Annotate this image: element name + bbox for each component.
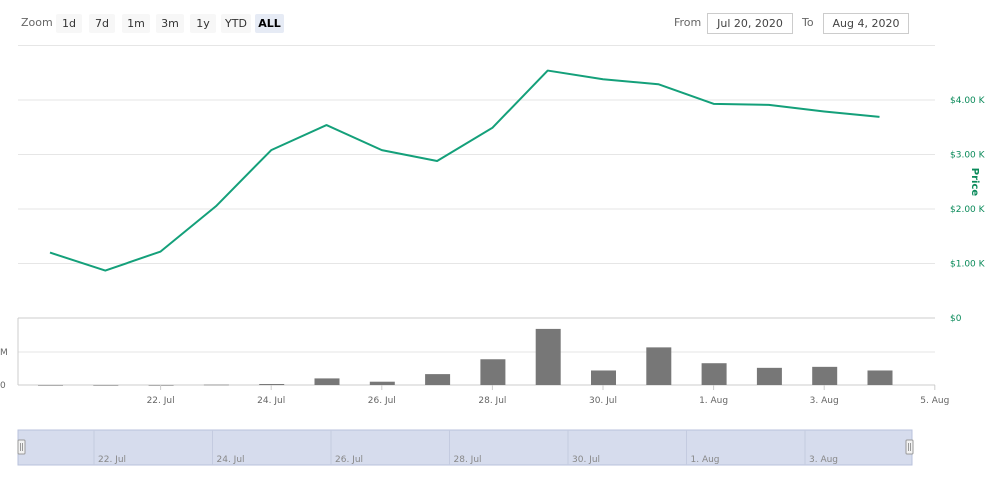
price-axis-tick: $4.00 K [950, 96, 986, 106]
x-axis-tick: 3. Aug [810, 396, 839, 406]
x-axis-tick: 30. Jul [589, 396, 617, 406]
volume-bar [812, 366, 838, 385]
zoom-3m-button[interactable]: 3m [156, 14, 184, 33]
volume-bar [480, 359, 506, 385]
price-axis-tick: $1.00 K [950, 260, 986, 270]
volume-bar [93, 385, 119, 386]
axes: $0 $1.00 K $2.00 K $3.00 K $4.00 K Price M 0 22.… [0, 96, 986, 406]
zoom-1m-button[interactable]: 1m [122, 14, 150, 33]
zoom-7d-button[interactable]: 7d [89, 14, 115, 33]
volume-axis-tick: M [0, 348, 8, 358]
range-selector-toolbar: Zoom 1d 7d 1m 3m 1y YTD ALL From Jul 20,… [0, 0, 998, 44]
volume-bars [38, 328, 893, 386]
to-label: To [802, 16, 814, 29]
price-axis-title: Price [969, 168, 980, 197]
volume-bar [259, 384, 285, 385]
x-axis-tick: 24. Jul [257, 396, 285, 406]
from-label: From [674, 16, 702, 29]
x-axis-tick: 28. Jul [478, 396, 506, 406]
volume-bar [369, 381, 395, 385]
volume-bar [535, 328, 561, 385]
navigator-label: 28. Jul [454, 455, 482, 465]
navigator-selection [17, 429, 913, 466]
zoom-1d-button[interactable]: 1d [56, 14, 82, 33]
navigator-label: 1. Aug [691, 455, 720, 465]
volume-bar [867, 370, 893, 385]
zoom-label: Zoom [21, 16, 53, 29]
volume-bar [38, 385, 63, 386]
price-axis-tick: $3.00 K [950, 151, 986, 161]
volume-bar [203, 384, 229, 386]
x-axis-tick: 1. Aug [699, 396, 728, 406]
grid-lines [17, 45, 935, 386]
navigator-label: 24. Jul [217, 455, 245, 465]
to-date-input[interactable]: Aug 4, 2020 [823, 13, 909, 34]
price-axis-tick: $0 [950, 314, 962, 324]
zoom-1y-button[interactable]: 1y [190, 14, 216, 33]
navigator-label: 30. Jul [572, 455, 600, 465]
navigator-label: 26. Jul [335, 455, 363, 465]
x-axis-tick: 26. Jul [368, 396, 396, 406]
price-axis-tick: $2.00 K [950, 205, 986, 215]
navigator-right-handle[interactable] [905, 439, 914, 455]
navigator-label: 22. Jul [98, 455, 126, 465]
volume-bar [425, 374, 451, 385]
price-series [49, 69, 880, 272]
zoom-all-button[interactable]: ALL [255, 14, 284, 33]
volume-bar [756, 367, 782, 385]
navigator-left-handle[interactable] [17, 439, 26, 455]
x-axis-tick: 5. Aug [920, 396, 949, 406]
x-axis-tick: 22. Jul [147, 396, 175, 406]
price-line [49, 69, 880, 272]
volume-bar [646, 347, 672, 385]
volume-bar [314, 378, 340, 385]
volume-axis-tick: 0 [0, 381, 6, 391]
volume-bar [701, 363, 727, 385]
navigator-label: 3. Aug [809, 455, 838, 465]
from-date-input[interactable]: Jul 20, 2020 [707, 13, 793, 34]
volume-bar [591, 370, 616, 385]
zoom-ytd-button[interactable]: YTD [221, 14, 251, 33]
navigator[interactable]: 22. Jul 24. Jul 26. Jul 28. Jul 30. Jul 1. Au… [17, 429, 914, 466]
